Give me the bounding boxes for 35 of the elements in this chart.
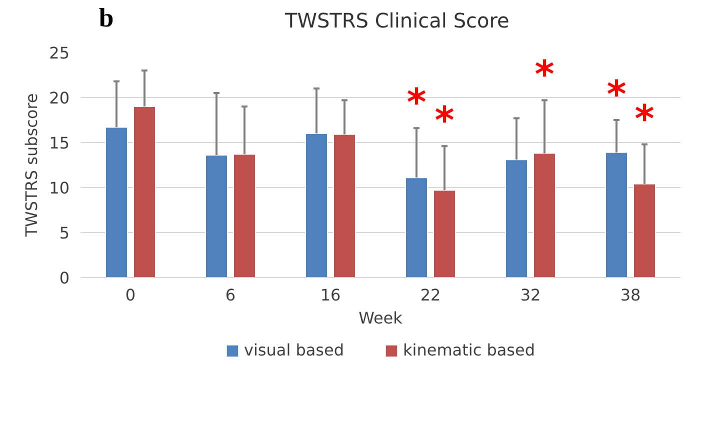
annotation: * (606, 72, 626, 116)
y-tick-label: 10 (49, 178, 70, 198)
y-axis-title: TWSTRS subscore (22, 93, 42, 238)
y-tick-label: 15 (49, 134, 70, 152)
x-tick-label: 0 (125, 286, 136, 304)
y-tick-label: 5 (59, 224, 70, 242)
bar (233, 154, 256, 278)
bar (405, 177, 428, 278)
annotation: * (634, 96, 654, 140)
y-tick-label: 20 (49, 88, 70, 108)
bar (505, 159, 528, 278)
x-tick-label: 16 (320, 286, 341, 304)
chart-title: TWSTRS Clinical Score (284, 8, 510, 32)
x-tick-label: 6 (225, 286, 236, 304)
legend-label: visual based (244, 340, 344, 360)
x-axis-title: Week (358, 308, 404, 328)
x-tick-label: 32 (520, 286, 541, 304)
bar (333, 134, 356, 278)
bar (133, 106, 156, 278)
x-tick-label: 22 (420, 286, 441, 304)
annotation: * (534, 52, 554, 96)
y-tick-label: 25 (49, 44, 70, 62)
legend-label: kinematic based (403, 340, 536, 360)
text: b (98, 2, 114, 32)
x-tick-label: 38 (620, 286, 641, 304)
bar (105, 126, 128, 278)
annotation: * (406, 80, 426, 124)
bar (533, 152, 556, 278)
bar (633, 183, 656, 278)
bar (305, 133, 328, 278)
y-tick-label: 0 (59, 268, 70, 288)
annotation: * (434, 98, 454, 142)
bar (433, 190, 456, 278)
bar (205, 154, 228, 278)
bar (605, 152, 628, 278)
